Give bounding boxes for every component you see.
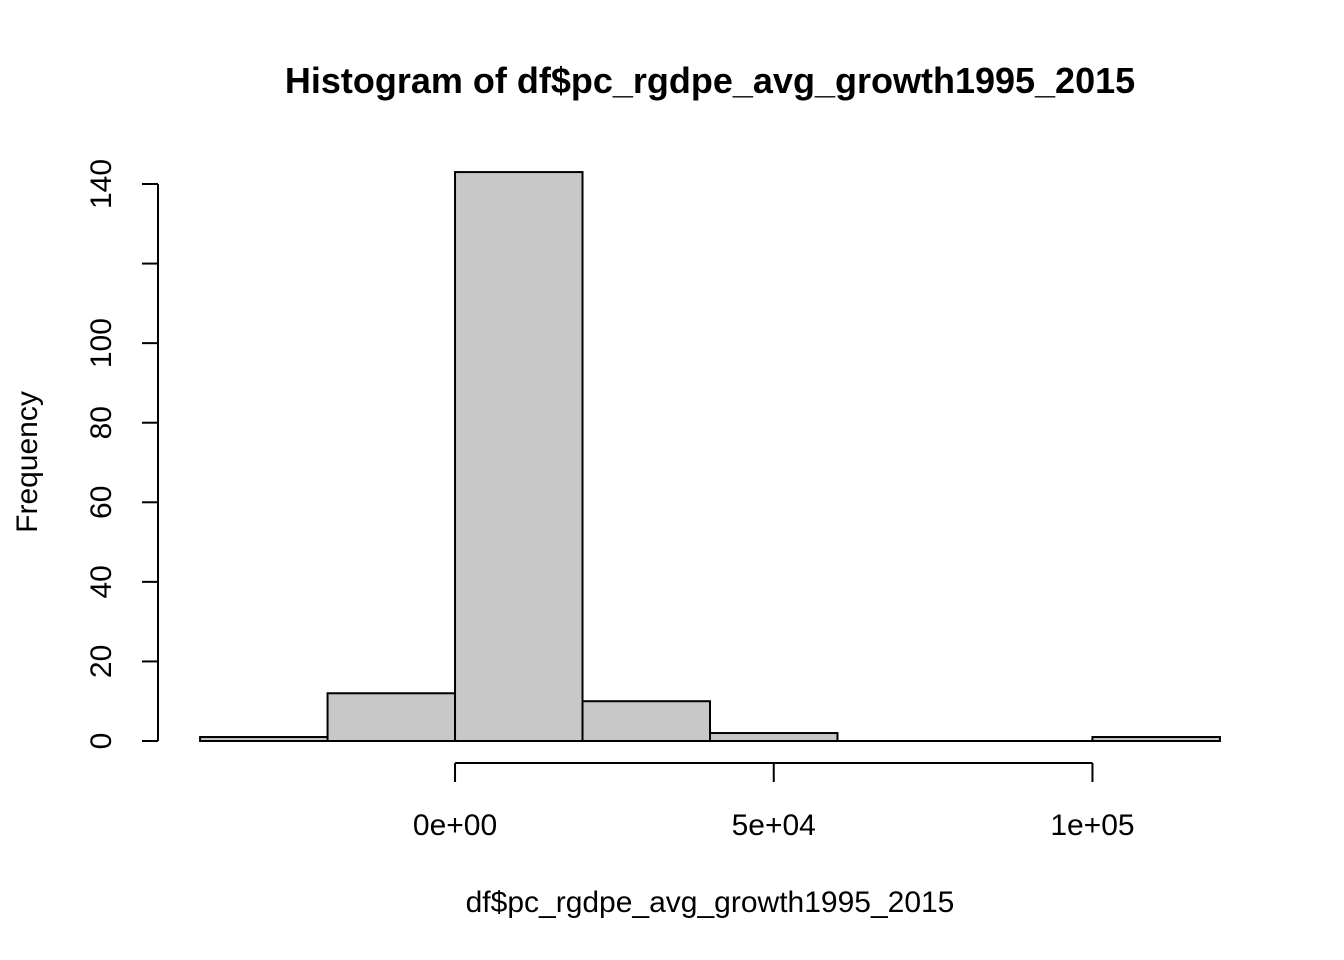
x-axis-title: df$pc_rgdpe_avg_growth1995_2015 — [466, 886, 955, 919]
y-tick-label: 80 — [85, 406, 118, 439]
histogram-bar — [709, 732, 839, 742]
x-axis: 0e+00 5e+04 1e+05 — [413, 762, 1135, 842]
y-tick-label: 20 — [85, 645, 118, 678]
chart-title: Histogram of df$pc_rgdpe_avg_growth1995_… — [285, 60, 1135, 101]
y-tick-label: 60 — [85, 486, 118, 519]
x-tick-label: 0e+00 — [413, 809, 497, 842]
y-tick-label: 100 — [85, 318, 118, 368]
y-axis-title: Frequency — [11, 391, 44, 533]
y-axis: 0 20 40 60 80 100 140 — [85, 159, 159, 750]
bars-layer — [199, 171, 1221, 743]
x-tick-label: 1e+05 — [1050, 809, 1134, 842]
histogram-bar — [326, 692, 457, 742]
histogram-bar — [454, 171, 584, 743]
histogram-bar — [1091, 736, 1221, 742]
y-tick-label: 40 — [85, 565, 118, 598]
x-tick-label: 5e+04 — [732, 809, 816, 842]
histogram-bar — [581, 700, 712, 743]
histogram-bar — [199, 736, 329, 742]
y-tick-label: 0 — [85, 733, 118, 750]
y-tick-label: 140 — [85, 159, 118, 209]
